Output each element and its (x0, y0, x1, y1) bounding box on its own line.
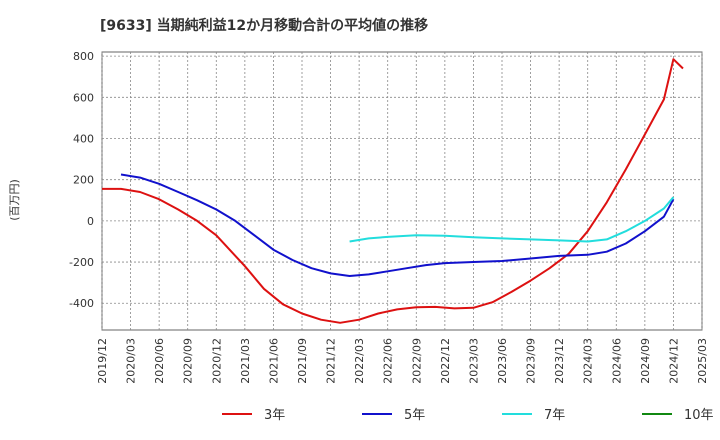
chart-title: [9633] 当期純利益12か月移動合計の平均値の推移 (100, 17, 428, 34)
grid-layer (101, 51, 703, 331)
series-line-1 (120, 173, 675, 277)
legend-label-1: 5年 (404, 408, 425, 423)
x-tick-label: 2023/12 (553, 338, 566, 384)
x-tick-label: 2022/06 (382, 338, 395, 384)
x-tick-label: 2020/12 (210, 338, 223, 384)
x-tick-label: 2025/03 (696, 338, 709, 384)
x-tick-label: 2023/09 (525, 338, 538, 384)
legend-label-3: 10年 (684, 408, 714, 423)
x-tick-label: 2021/06 (267, 338, 280, 384)
series-line-2 (349, 196, 675, 243)
series-line-0 (102, 58, 684, 324)
x-tick-label: 2024/06 (610, 338, 623, 384)
y-axis-label: (百万円) (8, 179, 21, 221)
legend: 3年 5年 7年 10年 (222, 408, 714, 423)
series-layer (102, 58, 684, 324)
x-tick-label: 2021/09 (296, 338, 309, 384)
x-tick-label: 2022/12 (439, 338, 452, 384)
x-tick-label: 2019/12 (96, 338, 109, 384)
axis-layer: 2019/12 2020/03 2020/06 2020/09 2020/12 2021/… (69, 50, 709, 384)
x-tick-label: 2022/03 (353, 338, 366, 384)
x-tick-label: 2020/09 (182, 338, 195, 384)
x-tick-label: 2020/03 (125, 338, 138, 384)
y-tick-label: 600 (73, 91, 94, 104)
x-tick-label: 2024/09 (639, 338, 652, 384)
x-tick-label: 2021/03 (239, 338, 252, 384)
x-tick-label: 2023/03 (467, 338, 480, 384)
y-tick-label: -200 (69, 256, 94, 269)
x-tick-label: 2022/09 (410, 338, 423, 384)
x-tick-label: 2021/12 (325, 338, 338, 384)
x-tick-label: 2024/03 (582, 338, 595, 384)
y-tick-label: 200 (73, 174, 94, 187)
y-tick-label: -400 (69, 297, 94, 310)
plot-frame (101, 51, 703, 331)
y-tick-label: 800 (73, 50, 94, 63)
x-tick-label: 2024/12 (667, 338, 680, 384)
legend-label-2: 7年 (544, 408, 565, 423)
y-tick-label: 400 (73, 132, 94, 145)
x-tick-label: 2023/06 (496, 338, 509, 384)
x-tick-label: 2020/06 (153, 338, 166, 384)
y-tick-label: 0 (87, 215, 94, 228)
legend-label-0: 3年 (264, 408, 285, 423)
